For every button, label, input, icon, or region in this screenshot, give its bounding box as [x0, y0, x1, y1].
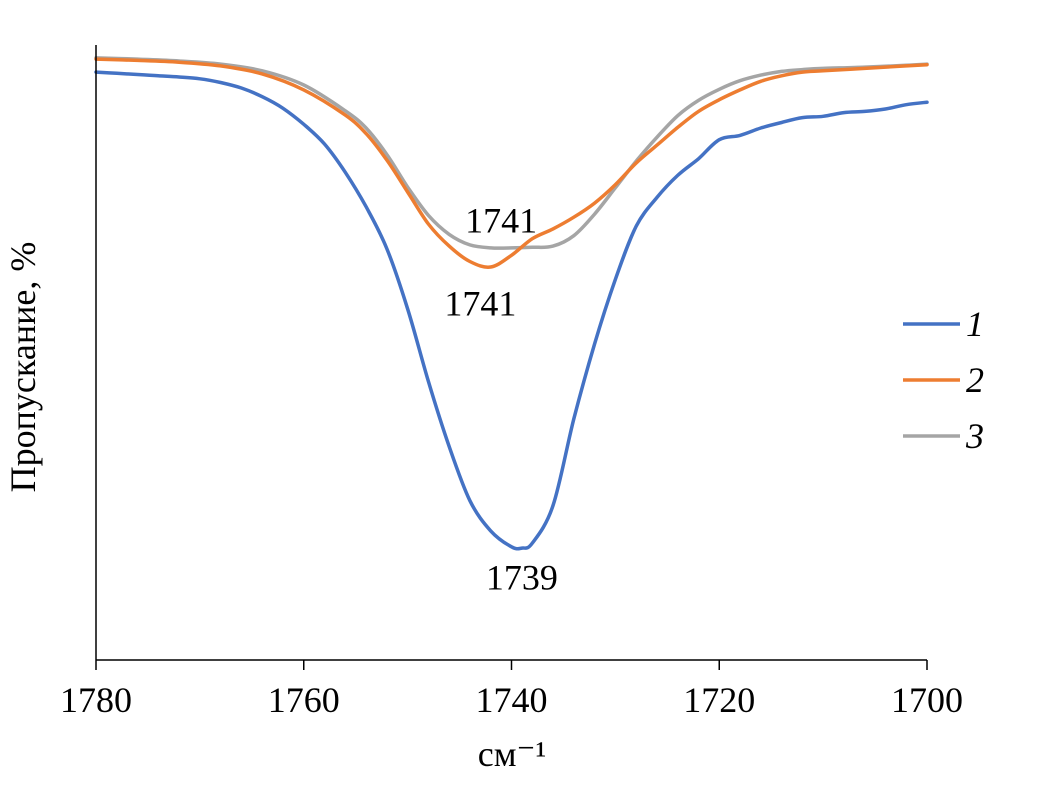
legend-label-1: 1: [966, 304, 984, 344]
peak-label: 1741: [444, 284, 516, 324]
x-axis-title: см⁻¹: [478, 734, 547, 774]
series-line-2: [94, 57, 929, 269]
peak-label: 1739: [486, 557, 558, 597]
legend-label-2: 2: [966, 360, 984, 400]
x-tick-label: 1740: [476, 680, 548, 720]
y-axis-title: Пропускание, %: [3, 242, 43, 493]
x-tick-label: 1700: [891, 680, 963, 720]
x-tick-label: 1720: [683, 680, 755, 720]
series-line-1: [94, 70, 929, 551]
peak-annotations: 1741 1741 1739: [444, 201, 558, 598]
plot-lines: [94, 56, 929, 551]
series-line-3: [94, 56, 929, 250]
x-tick-label: 1780: [60, 680, 132, 720]
peak-label: 1741: [465, 201, 537, 241]
legend-label-3: 3: [965, 416, 984, 456]
x-tick-label: 1760: [268, 680, 340, 720]
legend: 1 2 3: [903, 304, 984, 456]
x-ticks: 1780 1760 1740 1720 1700: [60, 660, 963, 720]
